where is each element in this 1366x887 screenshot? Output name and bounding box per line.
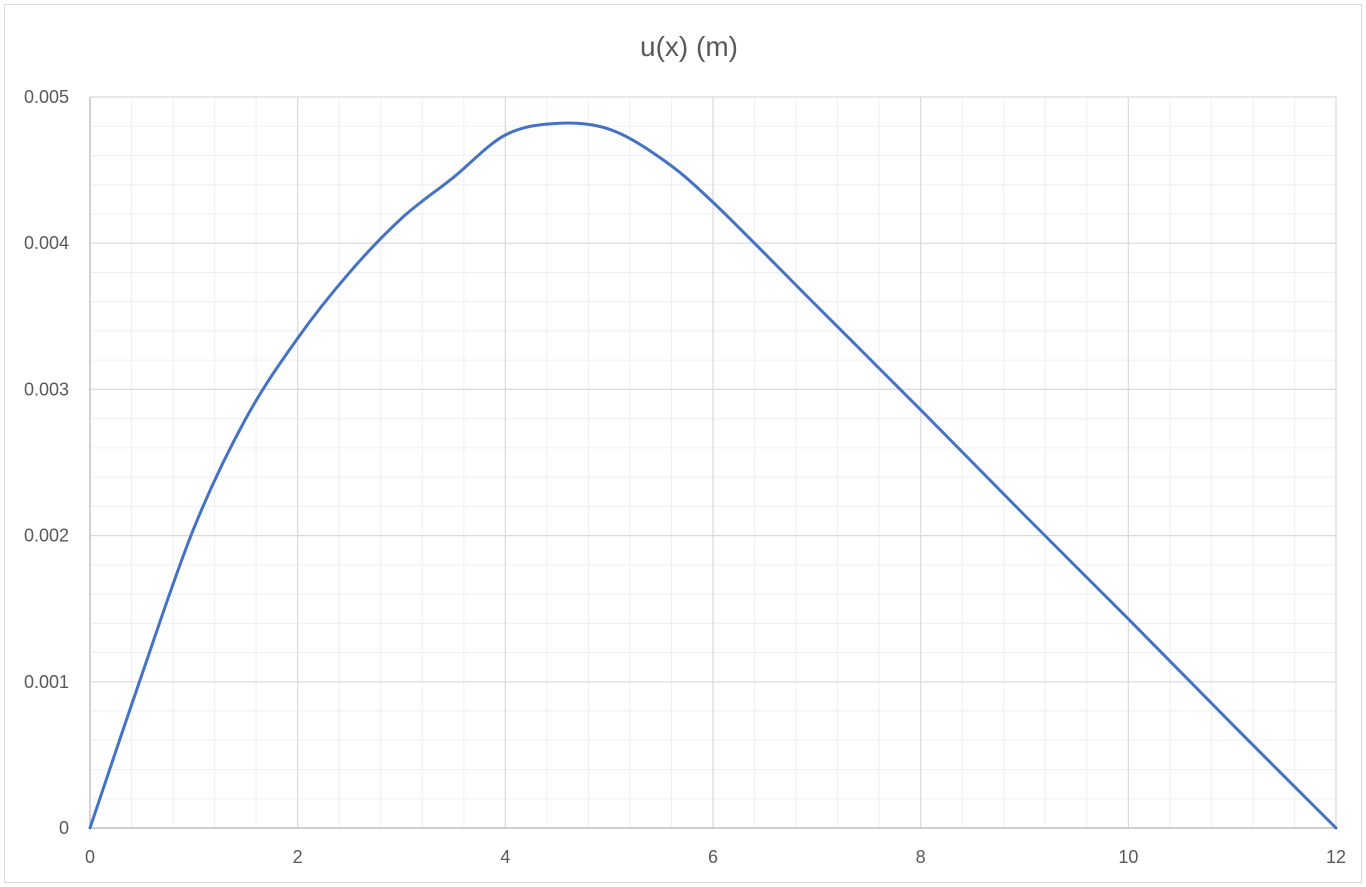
x-tick-label: 12 <box>1326 847 1346 867</box>
y-axis-tick-labels: 0 0.001 0.002 0.003 0.004 0.005 <box>24 87 69 838</box>
chart-area <box>4 4 1362 883</box>
x-tick-label: 6 <box>708 847 718 867</box>
y-tick-label: 0.002 <box>24 526 69 546</box>
x-tick-label: 0 <box>85 847 95 867</box>
series-line <box>88 121 1338 830</box>
axes <box>89 97 1336 829</box>
series-group <box>88 121 1338 830</box>
chart-title: u(x) (m) <box>640 31 738 62</box>
major-gridlines <box>90 96 1337 828</box>
x-tick-label: 2 <box>293 847 303 867</box>
y-tick-label: 0.005 <box>24 87 69 107</box>
x-tick-label: 8 <box>916 847 926 867</box>
x-tick-label: 4 <box>500 847 510 867</box>
x-tick-label: 10 <box>1118 847 1138 867</box>
y-tick-label: 0.003 <box>24 379 69 399</box>
y-tick-label: 0 <box>59 818 69 838</box>
y-tick-label: 0.004 <box>24 233 69 253</box>
x-axis-tick-labels: 0 2 4 6 8 10 12 <box>85 847 1346 867</box>
y-tick-label: 0.001 <box>24 672 69 692</box>
